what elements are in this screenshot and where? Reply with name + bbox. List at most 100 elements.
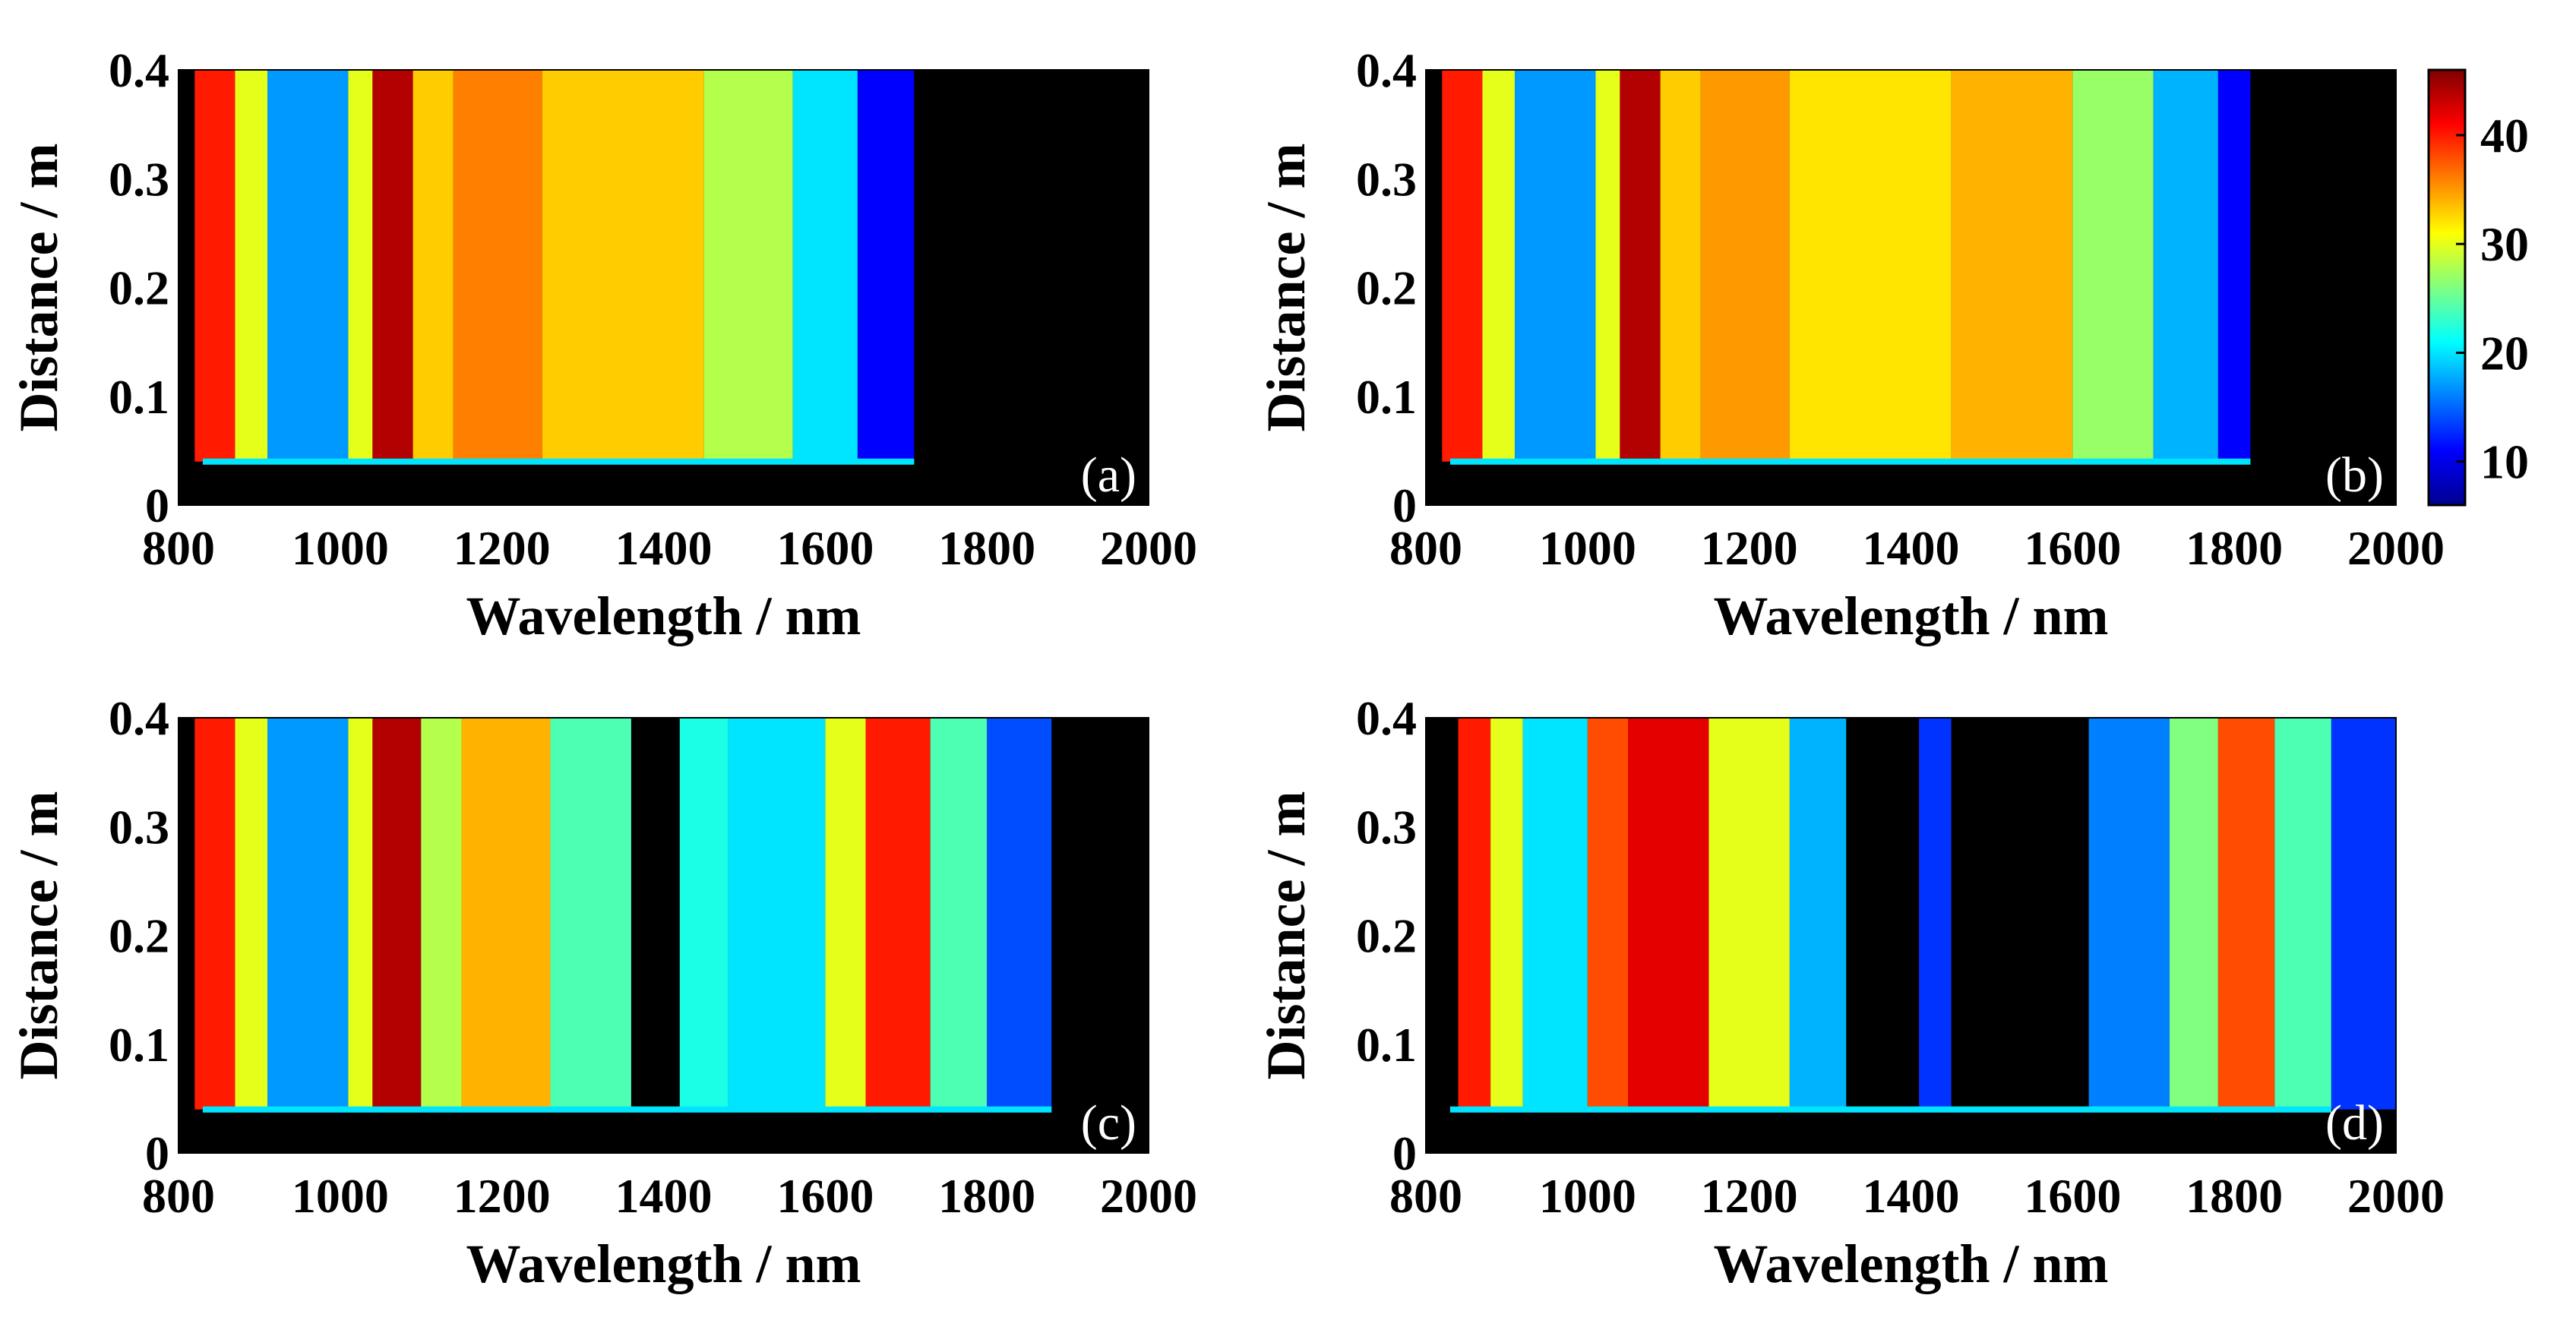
x-tick-label: 1400 <box>615 1169 713 1223</box>
spectral-band <box>421 718 462 1110</box>
x-tick-label: 1600 <box>2024 1169 2121 1223</box>
x-tick-label: 1200 <box>1701 1169 1798 1223</box>
spectral-band <box>461 718 551 1110</box>
y-tick-label: 0 <box>1392 479 1417 532</box>
y-axis-title-b: Distance / m <box>1256 144 1316 432</box>
spectral-band <box>1522 718 1588 1110</box>
spectral-band <box>2331 718 2396 1110</box>
x-tick-label: 1800 <box>2186 1169 2283 1223</box>
panel-c: 800 1000 1200 1400 1600 1800 2000 0 0.1 0.2 0.3 0.… <box>8 691 1197 1294</box>
y-axis-title-c: Distance / m <box>8 791 69 1080</box>
y-tick-label: 0.4 <box>1356 43 1417 97</box>
x-tick-label: 1800 <box>938 521 1035 575</box>
spectral-band <box>235 718 268 1110</box>
spectral-band <box>1458 718 1491 1110</box>
spectral-band <box>703 70 793 462</box>
x-tick-label: 1200 <box>454 521 551 575</box>
y-tick-label: 0 <box>1392 1126 1417 1180</box>
spectral-band <box>2088 718 2170 1110</box>
spectral-band <box>2250 70 2396 462</box>
y-tick-label: 0.4 <box>1356 691 1417 745</box>
spectral-band <box>1789 718 1847 1110</box>
x-tick-label: 1600 <box>776 1169 874 1223</box>
panel-label-b: (b) <box>2325 447 2384 503</box>
spectral-band <box>372 70 413 462</box>
spectral-band <box>550 718 631 1110</box>
x-tick-label: 1000 <box>1539 1169 1636 1223</box>
y-tick-label: 0.3 <box>109 152 169 206</box>
x-tick-label: 2000 <box>2347 521 2445 575</box>
spectral-band <box>1051 718 1149 1110</box>
y-tick-label: 0.1 <box>109 370 169 424</box>
spectral-band <box>2072 70 2154 462</box>
spectral-band <box>1515 70 1596 462</box>
spectral-band <box>1700 70 1790 462</box>
spectral-band <box>1919 718 1952 1110</box>
plot-frame <box>178 69 1149 506</box>
spectral-band <box>1660 70 1701 462</box>
spectral-band <box>631 718 680 1110</box>
spectral-band <box>179 70 195 462</box>
spectral-band <box>857 70 915 462</box>
y-tick-label: 0.1 <box>1356 370 1417 424</box>
x-tick-label: 1400 <box>615 521 713 575</box>
spectral-band <box>179 718 195 1110</box>
y-tick-labels-c: 0 0.1 0.2 0.3 0.4 <box>109 691 169 1180</box>
y-tick-label: 0.2 <box>1356 261 1417 315</box>
y-tick-label: 0.1 <box>109 1018 169 1072</box>
y-tick-label: 0 <box>145 479 169 532</box>
x-tick-label: 2000 <box>1100 521 1197 575</box>
panel-label-d: (d) <box>2325 1095 2384 1151</box>
y-tick-label: 0.3 <box>1356 800 1417 854</box>
y-tick-labels-d: 0 0.1 0.2 0.3 0.4 <box>1356 691 1417 1180</box>
spectral-band <box>412 70 454 462</box>
plot-area-c <box>178 717 1149 1154</box>
spectral-band <box>1595 70 1620 462</box>
spectral-band <box>235 70 268 462</box>
x-tick-label: 1200 <box>454 1169 551 1223</box>
x-axis-title-d: Wavelength / nm <box>1713 1233 2108 1294</box>
x-tick-label: 800 <box>1389 1169 1462 1223</box>
y-axis-title-d: Distance / m <box>1256 791 1316 1080</box>
plot-frame <box>178 717 1149 1154</box>
x-tick-label: 1000 <box>1539 521 1636 575</box>
y-tick-label: 0.1 <box>1356 1018 1417 1072</box>
spectral-band <box>542 70 704 462</box>
spectral-band <box>194 718 235 1110</box>
spectral-band <box>2217 70 2251 462</box>
spectral-band <box>1482 70 1516 462</box>
x-tick-label: 1800 <box>938 1169 1035 1223</box>
spectral-band <box>1708 718 1790 1110</box>
plot-area-b <box>1425 69 2397 506</box>
y-tick-label: 0 <box>145 1126 169 1180</box>
y-tick-label: 0.4 <box>109 43 169 97</box>
spectral-band <box>1628 718 1709 1110</box>
spectral-band <box>914 70 1149 462</box>
spectral-band <box>1442 70 1483 462</box>
plot-area-d <box>1425 717 2397 1154</box>
plot-frame <box>1425 69 2397 506</box>
spectral-band <box>1789 70 1952 462</box>
spectral-band <box>1587 718 1629 1110</box>
spectral-band <box>930 718 988 1110</box>
spectral-band <box>2170 718 2218 1110</box>
panel-b: 800 1000 1200 1400 1600 1800 2000 0 0.1 0.2 0.3 0.… <box>1256 43 2445 646</box>
colorbar: 10 20 30 40 <box>2427 68 2529 507</box>
plot-frame <box>1425 717 2397 1154</box>
spectral-band <box>194 70 235 462</box>
x-tick-labels-b: 800 1000 1200 1400 1600 1800 2000 <box>1389 521 2445 575</box>
x-tick-labels-a: 800 1000 1200 1400 1600 1800 2000 <box>142 521 1197 575</box>
spectral-band <box>1426 718 1459 1110</box>
colorbar-tick-label: 20 <box>2480 326 2529 380</box>
colorbar-tick-label: 40 <box>2480 109 2529 163</box>
x-tick-label: 1000 <box>292 1169 389 1223</box>
spectral-band <box>372 718 422 1110</box>
spectral-band <box>267 70 349 462</box>
x-axis-title-b: Wavelength / nm <box>1713 586 2108 646</box>
x-tick-label: 1600 <box>776 521 874 575</box>
x-tick-label: 1000 <box>292 521 389 575</box>
x-tick-label: 1600 <box>2024 521 2121 575</box>
x-tick-label: 1200 <box>1701 521 1798 575</box>
y-tick-label: 0.2 <box>1356 909 1417 963</box>
